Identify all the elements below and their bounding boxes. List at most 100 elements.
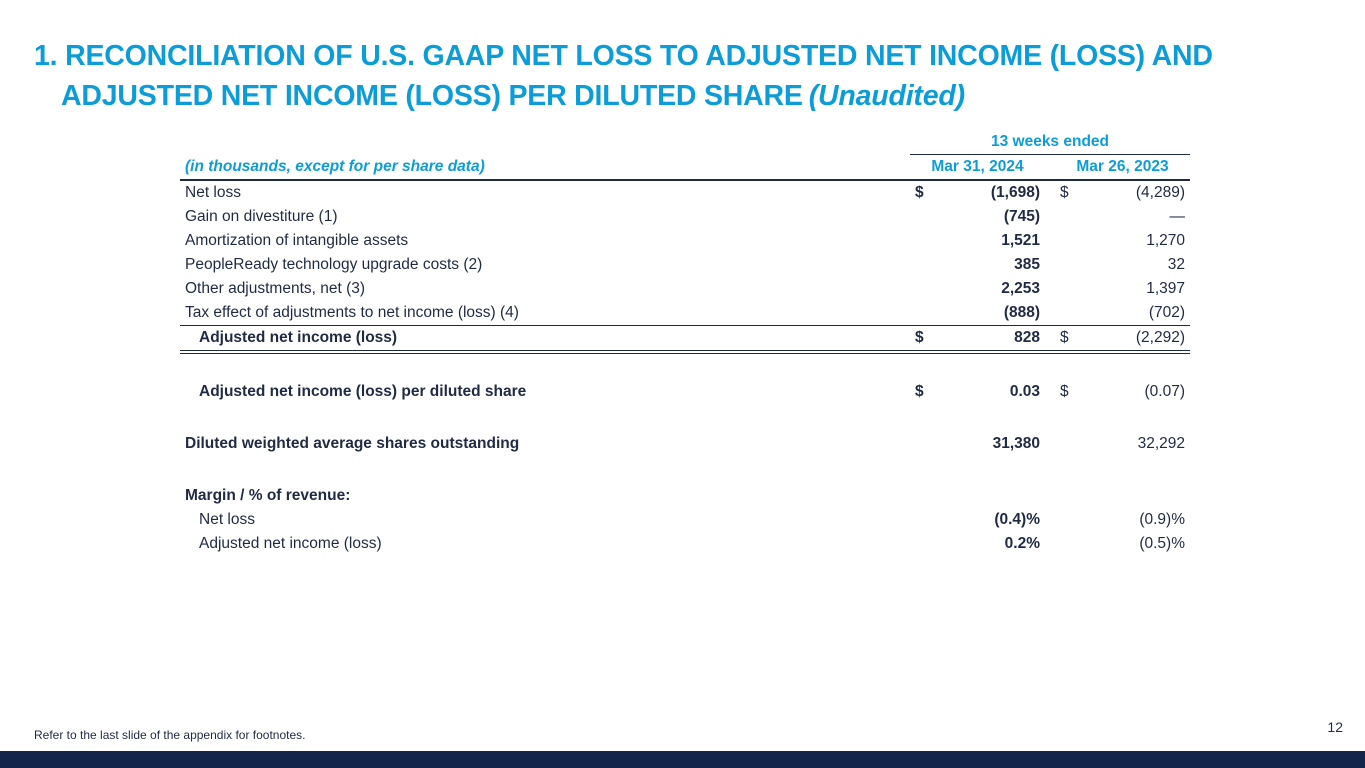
row-label: PeopleReady technology upgrade costs (2) (185, 256, 483, 273)
gap-cell (1045, 205, 1055, 229)
value-cell: (888) (1003, 304, 1040, 321)
dollar-cell: $ (910, 325, 940, 354)
value-cell: (745) (1003, 208, 1040, 225)
dollar-cell (1055, 229, 1085, 253)
value-cell: (0.4)% (994, 511, 1040, 528)
dollar-cell: $ (1055, 325, 1085, 354)
row-label: Net loss (199, 511, 255, 528)
dollar-cell (1055, 205, 1085, 229)
value-cell: 31,380 (992, 435, 1040, 452)
value-cell: (4,289) (1135, 184, 1185, 201)
dollar-cell (1055, 277, 1085, 301)
value-cell: 32 (1167, 256, 1185, 273)
spacer-row (180, 404, 1190, 432)
dollar-cell (1055, 508, 1085, 532)
footnote: Refer to the last slide of the appendix … (34, 728, 306, 742)
value-cell: 1,270 (1146, 232, 1185, 249)
table-row: PeopleReady technology upgrade costs (2)… (180, 253, 1190, 277)
value-cell: 1,521 (1001, 232, 1040, 249)
table-row: Other adjustments, net (3) 2,253 1,397 (180, 277, 1190, 301)
column-header-2023: Mar 26, 2023 (1055, 154, 1190, 181)
gap-cell (1045, 508, 1055, 532)
row-label: Amortization of intangible assets (185, 232, 409, 249)
dollar-cell (1055, 532, 1085, 556)
table-row: Net loss $ (1,698) $ (4,289) (180, 180, 1190, 205)
gap-cell (1045, 277, 1055, 301)
row-label: Diluted weighted average shares outstand… (185, 435, 520, 452)
table-row: Gain on divestiture (1) (745) — (180, 205, 1190, 229)
row-label: Gain on divestiture (1) (185, 208, 338, 225)
table-row: Adjusted net income (loss) 0.2% (0.5)% (180, 532, 1190, 556)
value-cell: 2,253 (1001, 280, 1040, 297)
gap-cell (1045, 180, 1055, 205)
row-label: Adjusted net income (loss) (199, 535, 382, 552)
row-label: Margin / % of revenue: (185, 487, 351, 504)
value-cell: (0.5)% (1139, 535, 1185, 552)
value-cell: (0.9)% (1139, 511, 1185, 528)
table-caption: (in thousands, except for per share data… (180, 154, 910, 181)
dollar-cell (910, 532, 940, 556)
value-cell (1085, 484, 1190, 508)
period-header-row: 13 weeks ended (180, 130, 1190, 155)
value-cell: 385 (1014, 256, 1040, 273)
value-cell: 32,292 (1137, 435, 1185, 452)
dollar-cell: $ (915, 383, 924, 400)
dollar-cell (910, 484, 940, 508)
dollar-cell (910, 253, 940, 277)
bottom-bar (0, 751, 1365, 768)
gap-cell (1045, 301, 1055, 326)
table-row: Adjusted net income (loss) per diluted s… (180, 380, 1190, 404)
value-cell: 0.03 (1009, 383, 1040, 400)
value-cell: (2,292) (1085, 325, 1190, 354)
gap-cell (1045, 484, 1055, 508)
gap-cell (1045, 154, 1055, 181)
dollar-cell (910, 229, 940, 253)
column-header-2024: Mar 31, 2024 (910, 154, 1045, 181)
slide-title-unaudited: (Unaudited) (808, 80, 965, 113)
dollar-cell (910, 277, 940, 301)
slide-title-line2: ADJUSTED NET INCOME (LOSS) PER DILUTED S… (34, 76, 1334, 116)
row-label: Net loss (185, 184, 241, 201)
empty-cell (180, 130, 910, 155)
dollar-cell (910, 205, 940, 229)
row-label: Adjusted net income (loss) (180, 325, 910, 354)
slide-title: 1. RECONCILIATION OF U.S. GAAP NET LOSS … (34, 36, 1334, 117)
value-cell: (702) (1148, 304, 1185, 321)
dollar-cell (910, 432, 940, 456)
gap-cell (1045, 532, 1055, 556)
dollar-cell: $ (1060, 184, 1069, 201)
period-header: 13 weeks ended (910, 130, 1190, 155)
value-cell: (1,698) (990, 184, 1040, 201)
row-label: Tax effect of adjustments to net income … (185, 304, 519, 321)
dollar-cell (1055, 253, 1085, 277)
value-cell: 1,397 (1146, 280, 1185, 297)
spacer-row (180, 456, 1190, 484)
gap-cell (1045, 380, 1055, 404)
table-row: Amortization of intangible assets 1,521 … (180, 229, 1190, 253)
slide-title-line1: 1. RECONCILIATION OF U.S. GAAP NET LOSS … (34, 40, 1213, 72)
table-row: Diluted weighted average shares outstand… (180, 432, 1190, 456)
row-label: Adjusted net income (loss) per diluted s… (199, 383, 527, 400)
gap-cell (1045, 229, 1055, 253)
value-cell: 0.2% (1004, 535, 1040, 552)
column-header-row: (in thousands, except for per share data… (180, 154, 1190, 181)
dollar-cell (910, 508, 940, 532)
dollar-cell: $ (915, 184, 924, 201)
page-number: 12 (1327, 719, 1343, 735)
section-header-row: Margin / % of revenue: (180, 484, 1190, 508)
subtotal-row: Adjusted net income (loss) $ 828 $ (2,29… (180, 325, 1190, 354)
table-row: Tax effect of adjustments to net income … (180, 301, 1190, 326)
dollar-cell (1055, 484, 1085, 508)
reconciliation-table: 13 weeks ended (in thousands, except for… (180, 130, 1190, 556)
reconciliation-table-wrap: 13 weeks ended (in thousands, except for… (180, 130, 1190, 556)
row-label: Other adjustments, net (3) (185, 280, 366, 297)
dollar-cell (1055, 432, 1085, 456)
value-cell: — (1169, 208, 1186, 225)
value-cell (940, 484, 1045, 508)
dollar-cell: $ (1060, 383, 1069, 400)
value-cell: (0.07) (1144, 383, 1186, 400)
gap-cell (1045, 325, 1055, 354)
dollar-cell (1055, 301, 1085, 326)
dollar-cell (910, 301, 940, 326)
gap-cell (1045, 253, 1055, 277)
